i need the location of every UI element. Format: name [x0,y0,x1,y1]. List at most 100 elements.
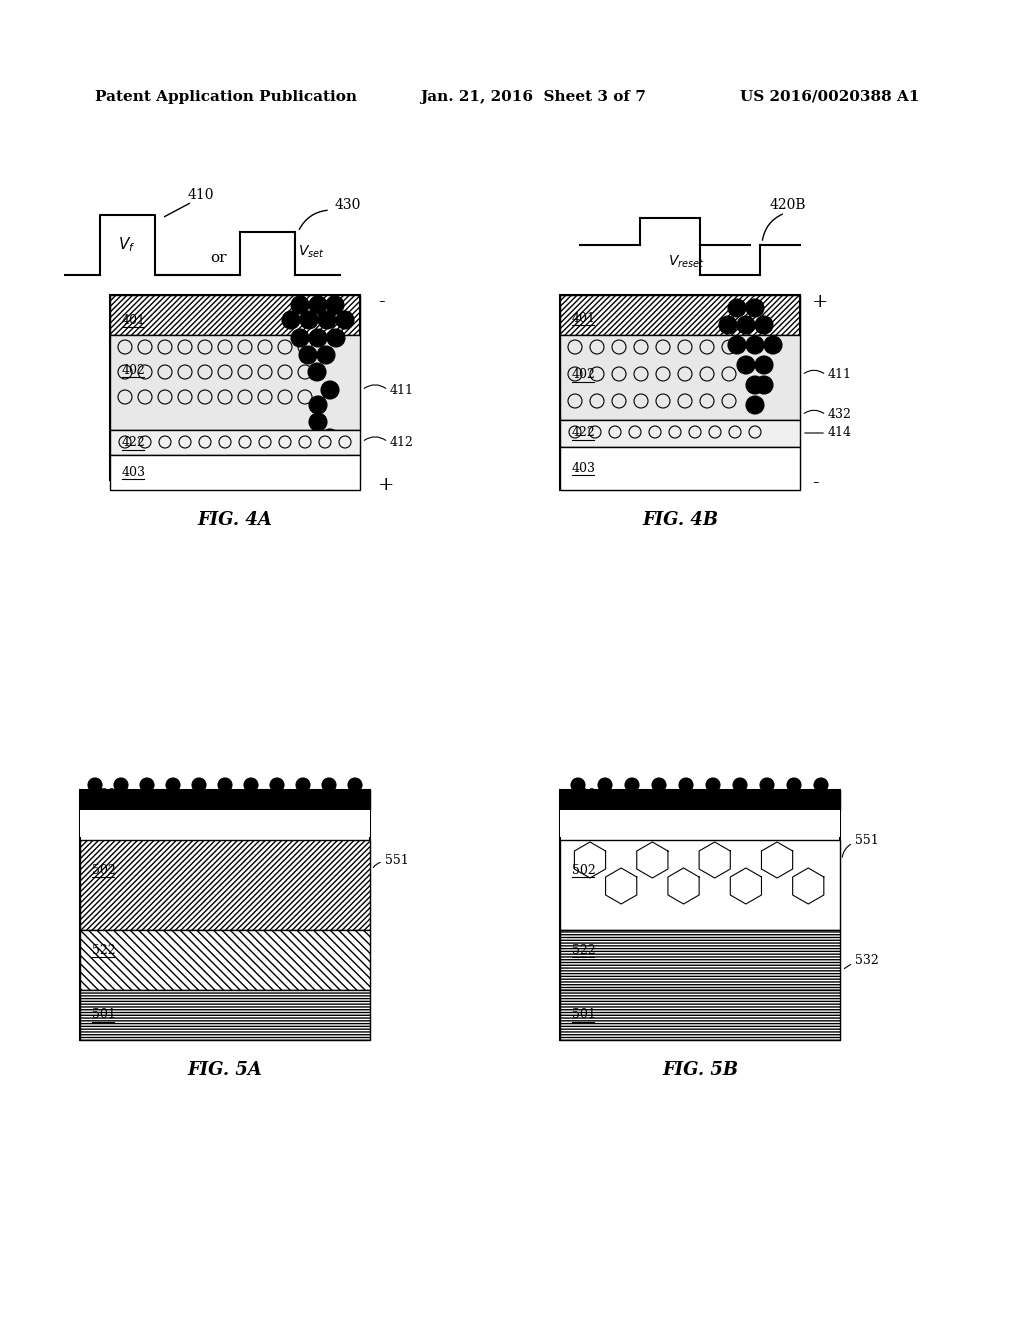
Circle shape [706,777,720,792]
Text: 401: 401 [122,314,146,326]
Circle shape [309,296,327,314]
Text: 502: 502 [92,863,116,876]
Circle shape [755,356,773,374]
Bar [560,840,840,931]
Text: 551: 551 [385,854,409,866]
Text: 403: 403 [572,462,596,474]
Bar [110,335,360,430]
Text: 532: 532 [855,953,879,966]
Circle shape [755,376,773,393]
Bar [560,335,800,420]
Circle shape [193,777,206,792]
Circle shape [755,315,773,334]
Circle shape [166,777,180,792]
Bar [560,420,800,447]
Text: FIG. 4B: FIG. 4B [642,511,718,529]
Circle shape [322,777,336,792]
Circle shape [760,777,774,792]
Text: Jan. 21, 2016  Sheet 3 of 7: Jan. 21, 2016 Sheet 3 of 7 [420,90,646,104]
Text: 430: 430 [335,198,361,213]
Text: -: - [812,474,818,492]
Circle shape [625,777,639,792]
Text: +: + [812,293,828,312]
Circle shape [282,312,300,329]
Bar [110,430,360,455]
Text: 412: 412 [390,436,414,449]
Bar [560,810,840,837]
Bar [80,810,370,837]
Circle shape [746,396,764,414]
Circle shape [218,777,232,792]
Text: FIG. 5B: FIG. 5B [662,1061,738,1078]
Circle shape [719,315,737,334]
Bar [80,990,370,1040]
Text: 550: 550 [92,788,116,801]
Text: 551: 551 [855,833,879,846]
Circle shape [336,312,354,329]
Circle shape [270,777,284,792]
Text: +: + [378,477,394,494]
Circle shape [746,300,764,317]
Circle shape [679,777,693,792]
Circle shape [652,777,666,792]
Text: 414: 414 [828,426,852,440]
Circle shape [348,777,362,792]
Circle shape [737,315,755,334]
Text: 501: 501 [92,1008,116,1022]
Circle shape [309,396,327,414]
Circle shape [88,777,102,792]
Text: FIG. 4A: FIG. 4A [198,511,272,529]
Circle shape [309,441,327,459]
Circle shape [764,337,782,354]
Text: 402: 402 [122,363,145,376]
Circle shape [299,346,317,364]
Circle shape [291,329,309,347]
Bar [110,294,360,335]
Bar [80,789,370,810]
Circle shape [140,777,154,792]
Circle shape [296,777,310,792]
Text: 411: 411 [390,384,414,396]
Circle shape [244,777,258,792]
Text: or: or [210,251,226,265]
Circle shape [746,376,764,393]
Text: $V_f$: $V_f$ [118,236,135,255]
Bar [560,294,800,335]
Bar [560,789,840,1040]
Bar [560,990,840,1040]
Text: 402: 402 [572,368,596,381]
Circle shape [327,329,345,347]
Text: FIG. 5A: FIG. 5A [187,1061,262,1078]
Text: 401: 401 [572,312,596,325]
Circle shape [114,777,128,792]
Circle shape [321,429,339,447]
Text: 422: 422 [572,426,596,440]
Circle shape [321,381,339,399]
Circle shape [746,337,764,354]
Text: $V_{set}$: $V_{set}$ [298,244,325,260]
Text: 522: 522 [92,944,116,957]
Circle shape [309,413,327,432]
Circle shape [309,329,327,347]
Text: 502: 502 [572,863,596,876]
Text: 422: 422 [122,437,145,450]
Bar [560,789,840,810]
Bar [560,931,840,990]
Circle shape [728,300,746,317]
Bar [80,840,370,931]
Text: 550: 550 [572,788,596,801]
Circle shape [787,777,801,792]
Circle shape [326,296,344,314]
Text: 432: 432 [828,408,852,421]
Circle shape [308,363,326,381]
Text: $V_{reset}$: $V_{reset}$ [668,253,705,271]
Bar [110,455,360,490]
Circle shape [728,337,746,354]
Text: 411: 411 [828,368,852,381]
Bar [80,789,370,1040]
Circle shape [317,346,335,364]
Bar [110,294,360,480]
Text: 420B: 420B [770,198,807,213]
Text: US 2016/0020388 A1: US 2016/0020388 A1 [740,90,920,104]
Text: 522: 522 [572,944,596,957]
